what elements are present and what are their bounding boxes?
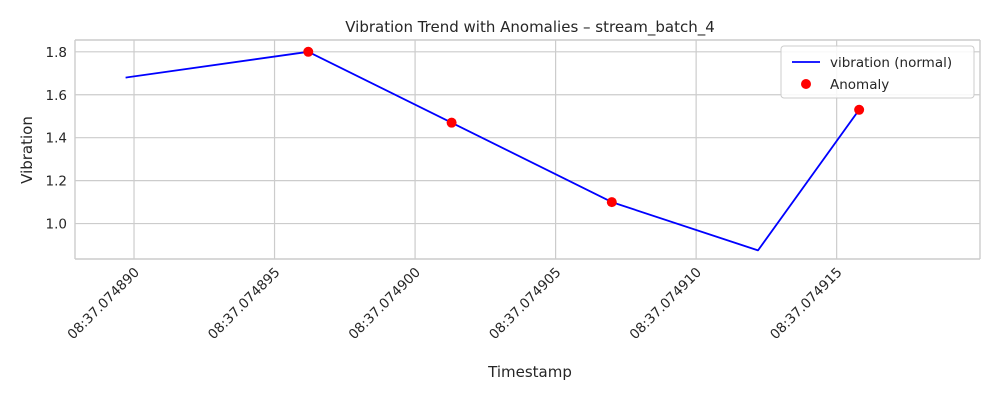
x-tick-label: 08:37.074905 xyxy=(486,265,564,343)
legend-box xyxy=(780,45,975,99)
x-tick-label: 08:37.074915 xyxy=(767,265,845,343)
legend: vibration (normal) Anomaly xyxy=(780,45,975,99)
x-tick-label: 08:37.074890 xyxy=(65,265,143,343)
y-tick-label: 1.8 xyxy=(46,45,67,61)
x-tick-label: 08:37.074895 xyxy=(205,265,283,343)
legend-label-normal: vibration (normal) xyxy=(830,55,952,71)
y-tick-label: 1.2 xyxy=(46,174,67,190)
anomaly-point xyxy=(303,46,314,57)
y-tick-label: 1.4 xyxy=(46,131,67,147)
series-layer xyxy=(125,46,865,252)
vibration-line xyxy=(125,50,860,252)
x-axis-label: Timestamp xyxy=(487,363,572,381)
legend-label-anomaly: Anomaly xyxy=(830,77,889,93)
legend-anomaly-swatch xyxy=(801,79,811,89)
anomaly-point xyxy=(606,197,617,208)
chart-title: Vibration Trend with Anomalies – stream_… xyxy=(345,18,715,37)
y-ticks: 1.0 1.2 1.4 1.6 1.8 xyxy=(46,45,67,233)
x-tick-label: 08:37.074910 xyxy=(627,265,705,343)
y-axis-label: Vibration xyxy=(18,116,36,184)
y-tick-label: 1.0 xyxy=(46,217,67,233)
anomaly-point xyxy=(854,104,865,115)
x-ticks: 08:37.074890 08:37.074895 08:37.074900 08:3… xyxy=(65,265,846,343)
x-tick-label: 08:37.074900 xyxy=(346,265,424,343)
anomaly-point xyxy=(446,117,457,128)
axis-spines xyxy=(74,39,981,260)
y-tick-label: 1.6 xyxy=(46,88,67,104)
